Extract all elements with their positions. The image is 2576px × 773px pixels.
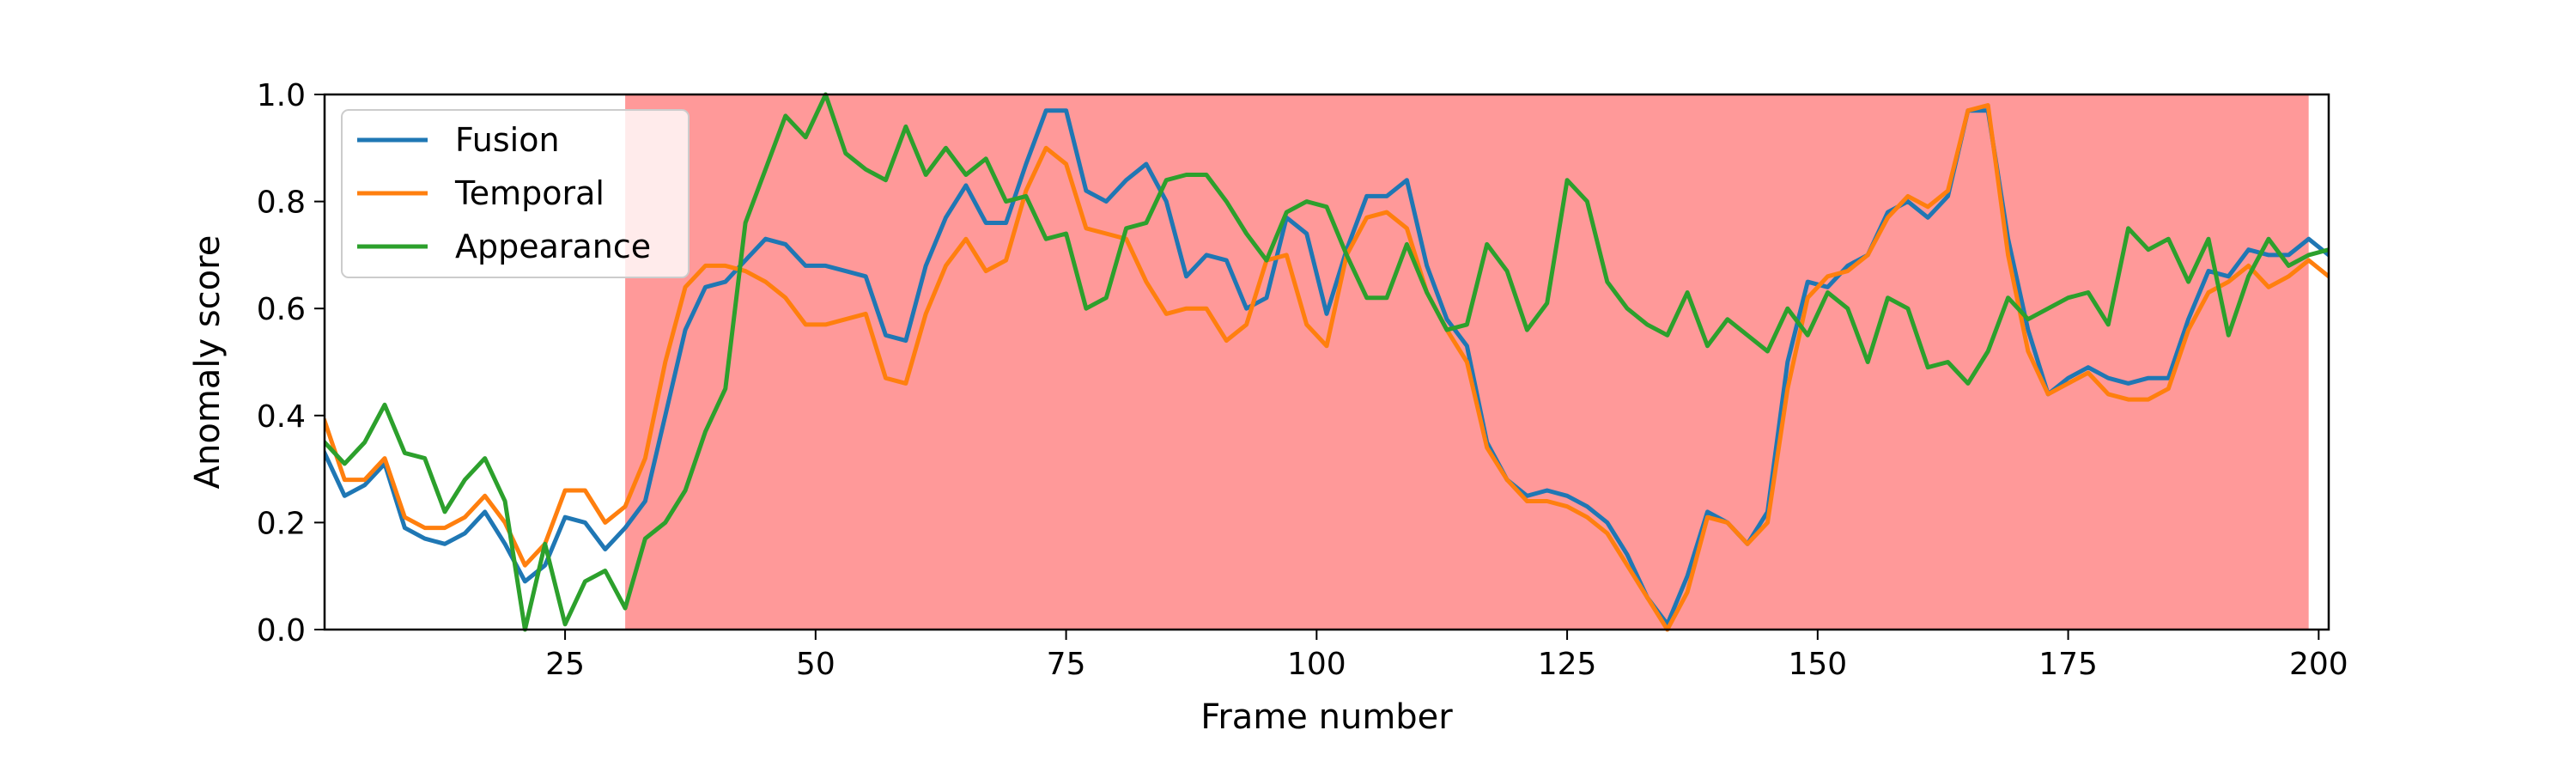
y-tick-label: 1.0 <box>257 78 306 113</box>
x-tick-label: 100 <box>1287 647 1346 682</box>
x-tick-label: 75 <box>1047 647 1086 682</box>
legend-label-appearance: Appearance <box>455 228 651 265</box>
y-tick-label: 0.8 <box>257 186 306 221</box>
x-tick-label: 200 <box>2289 647 2348 682</box>
axes-frame <box>323 93 2330 631</box>
y-tick-label: 0.2 <box>257 506 306 541</box>
x-tick-label: 125 <box>1538 647 1597 682</box>
x-tick-label: 25 <box>545 647 585 682</box>
y-tick-label: 0.4 <box>257 399 306 435</box>
x-tick-label: 150 <box>1788 647 1847 682</box>
axes-layer: 25 50 75 100 125 150 175 200 0.0 0.2 0.4 0.6 0.8 1.0 F… <box>188 78 2348 737</box>
y-axis-label: Anomaly score <box>188 235 228 490</box>
series-line-temporal <box>325 103 2329 632</box>
x-tick-label: 50 <box>796 647 835 682</box>
series-layer <box>325 92 2329 632</box>
legend-box <box>341 109 690 278</box>
legend-label-fusion: Fusion <box>455 121 560 159</box>
series-line-appearance <box>325 92 2329 632</box>
x-tick-label: 175 <box>2038 647 2098 682</box>
legend: Fusion Temporal Appearance <box>341 109 690 278</box>
legend-label-temporal: Temporal <box>454 174 605 212</box>
y-tick-label: 0.0 <box>257 613 306 648</box>
y-tick-label: 0.6 <box>257 292 306 327</box>
x-axis-label: Frame number <box>1200 697 1453 737</box>
